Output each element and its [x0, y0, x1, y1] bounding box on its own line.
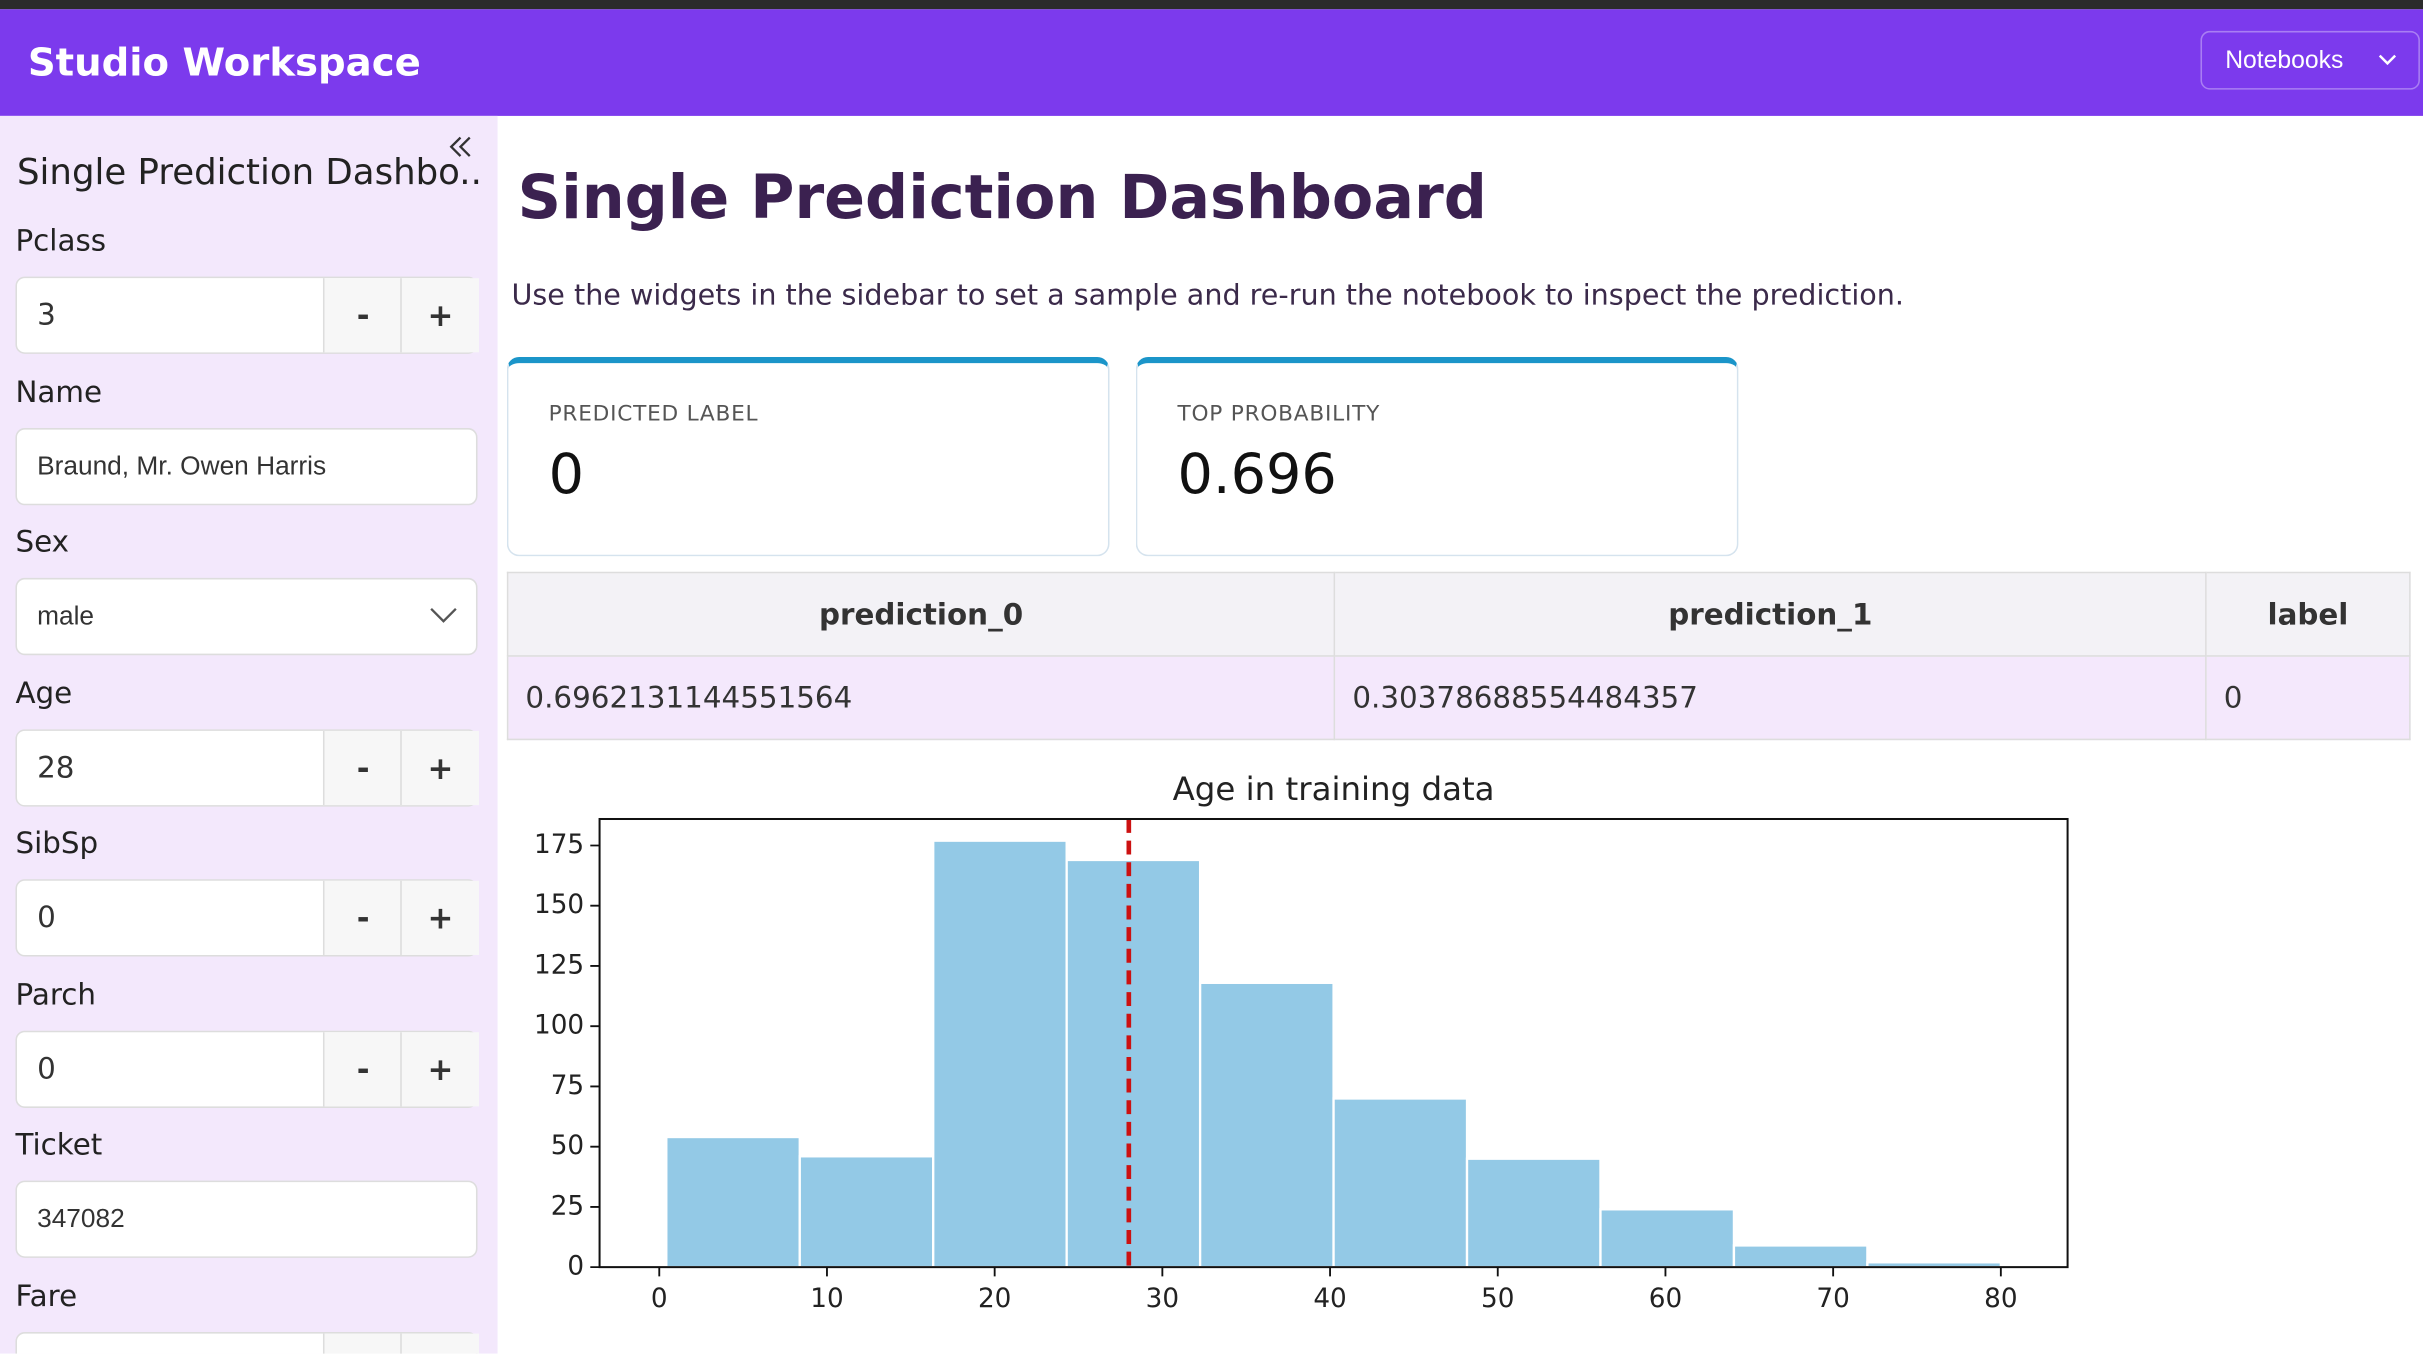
- decrement-button[interactable]: -: [322, 1031, 402, 1106]
- field-label: Fare: [15, 1278, 78, 1313]
- chart-title: Age in training data: [1173, 770, 1495, 808]
- bar: [1465, 1157, 1602, 1269]
- input-value: 28: [37, 750, 75, 785]
- decrement-button[interactable]: -: [322, 1332, 402, 1354]
- table-cell: 0.30378688554484357: [1333, 655, 2207, 741]
- increment-button[interactable]: +: [400, 1332, 480, 1354]
- y-tick-label: 150: [534, 890, 584, 920]
- x-tick-label: 10: [810, 1284, 843, 1314]
- x-tick-label: 50: [1481, 1284, 1514, 1314]
- decrement-button[interactable]: -: [322, 730, 402, 805]
- input-value: 3: [37, 298, 56, 333]
- column-header: prediction_0: [506, 571, 1336, 657]
- field-label: Ticket: [15, 1128, 103, 1163]
- metric-value: 0: [548, 443, 584, 507]
- increment-button[interactable]: +: [400, 730, 480, 805]
- field-label: Age: [15, 676, 73, 711]
- menu-label: Notebooks: [2225, 47, 2344, 75]
- header-row: prediction_0 prediction_1 label: [506, 571, 2411, 657]
- plot-frame: [598, 817, 2069, 1269]
- increment-button[interactable]: +: [400, 1031, 480, 1106]
- field-label: Name: [15, 374, 103, 409]
- field-label: Parch: [15, 977, 97, 1012]
- field-label: Pclass: [15, 224, 107, 259]
- x-tick-label: 80: [1984, 1284, 2017, 1314]
- bar: [932, 839, 1068, 1269]
- y-tick-label: 100: [534, 1011, 584, 1041]
- y-tick-label: 125: [534, 950, 584, 980]
- bar: [1198, 981, 1335, 1269]
- x-tick-label: 20: [978, 1284, 1011, 1314]
- input-value: male: [37, 601, 95, 631]
- table-cell: 0: [2205, 655, 2411, 741]
- x-tick-label: 40: [1313, 1284, 1346, 1314]
- bar: [1732, 1244, 1869, 1269]
- x-tick-label: 0: [651, 1284, 668, 1314]
- column-header: prediction_1: [1333, 571, 2207, 657]
- x-tick-label: 60: [1649, 1284, 1682, 1314]
- input-select[interactable]: male: [15, 577, 478, 656]
- chevron: [2378, 54, 2397, 66]
- description: Use the widgets in the sidebar to set a …: [511, 279, 1904, 313]
- field-label: SibSp: [15, 826, 99, 861]
- y-tick-label: 50: [551, 1131, 584, 1161]
- input-num[interactable]: 0 - +: [15, 879, 480, 957]
- metric-card: TOP PROBABILITY 0.696: [1135, 356, 1739, 557]
- collapse-button[interactable]: [448, 134, 473, 159]
- input-value: 347082: [37, 1203, 125, 1234]
- bar: [1332, 1097, 1469, 1269]
- bar: [798, 1155, 935, 1269]
- window-strip: [0, 0, 2423, 10]
- input-num[interactable]: 3 - +: [15, 276, 480, 354]
- notebooks-menu[interactable]: Notebooks: [2200, 30, 2420, 90]
- column-header: label: [2205, 571, 2411, 657]
- prediction-table: prediction_0 prediction_1 label 0.696213114…: [506, 571, 2411, 741]
- input-num[interactable]: 0 - +: [15, 1029, 480, 1108]
- x-tick-label: 30: [1146, 1284, 1179, 1314]
- y-tick-label: 75: [551, 1071, 584, 1101]
- input-value: Braund, Mr. Owen Harris: [37, 450, 327, 480]
- table-body: 0.6962131144551564 0.30378688554484357 0: [506, 655, 2411, 741]
- y-tick-label: 0: [567, 1252, 584, 1282]
- table-row: 0.6962131144551564 0.30378688554484357 0: [506, 655, 2411, 741]
- metric-card: PREDICTED LABEL 0: [506, 356, 1110, 557]
- dropdown-arrow: [430, 608, 457, 623]
- metric-value: 0.696: [1177, 443, 1337, 507]
- chevron: [430, 608, 457, 623]
- table-cell: 0.6962131144551564: [506, 655, 1336, 741]
- decrement-button[interactable]: -: [322, 880, 402, 955]
- metric-label: PREDICTED LABEL: [548, 401, 759, 427]
- bar: [1599, 1208, 1736, 1269]
- sidebar: Single Prediction Dashbo... Pclass 3- + Nam…: [0, 115, 498, 1354]
- main-title: Single Prediction Dashboard: [517, 163, 1487, 234]
- y-tick-label: 175: [534, 830, 584, 860]
- input-text[interactable]: Braund, Mr. Owen Harris: [15, 427, 478, 505]
- input-value: 0: [37, 1051, 56, 1086]
- header: Studio Workspace Notebooks: [0, 9, 2423, 116]
- input-num[interactable]: 28 - +: [15, 728, 480, 806]
- bar: [665, 1135, 801, 1269]
- input-text[interactable]: 347082: [15, 1180, 478, 1258]
- bar: [1065, 858, 1202, 1269]
- input-value: 0: [37, 900, 56, 935]
- increment-button[interactable]: +: [400, 278, 480, 353]
- brand: Studio Workspace: [27, 40, 421, 85]
- sidebar-title: Single Prediction Dashbo...: [16, 152, 484, 194]
- field-label: Sex: [15, 525, 70, 560]
- histogram: Age in training data 0 10 20 30 40 50 60 70 80 0 2…: [534, 770, 2069, 1314]
- increment-button[interactable]: +: [400, 880, 480, 955]
- x-tick-label: 70: [1816, 1284, 1849, 1314]
- decrement-button[interactable]: -: [322, 278, 402, 353]
- input-num[interactable]: -+: [15, 1331, 480, 1354]
- y-tick-label: 25: [551, 1191, 584, 1221]
- metric-label: TOP PROBABILITY: [1177, 401, 1381, 427]
